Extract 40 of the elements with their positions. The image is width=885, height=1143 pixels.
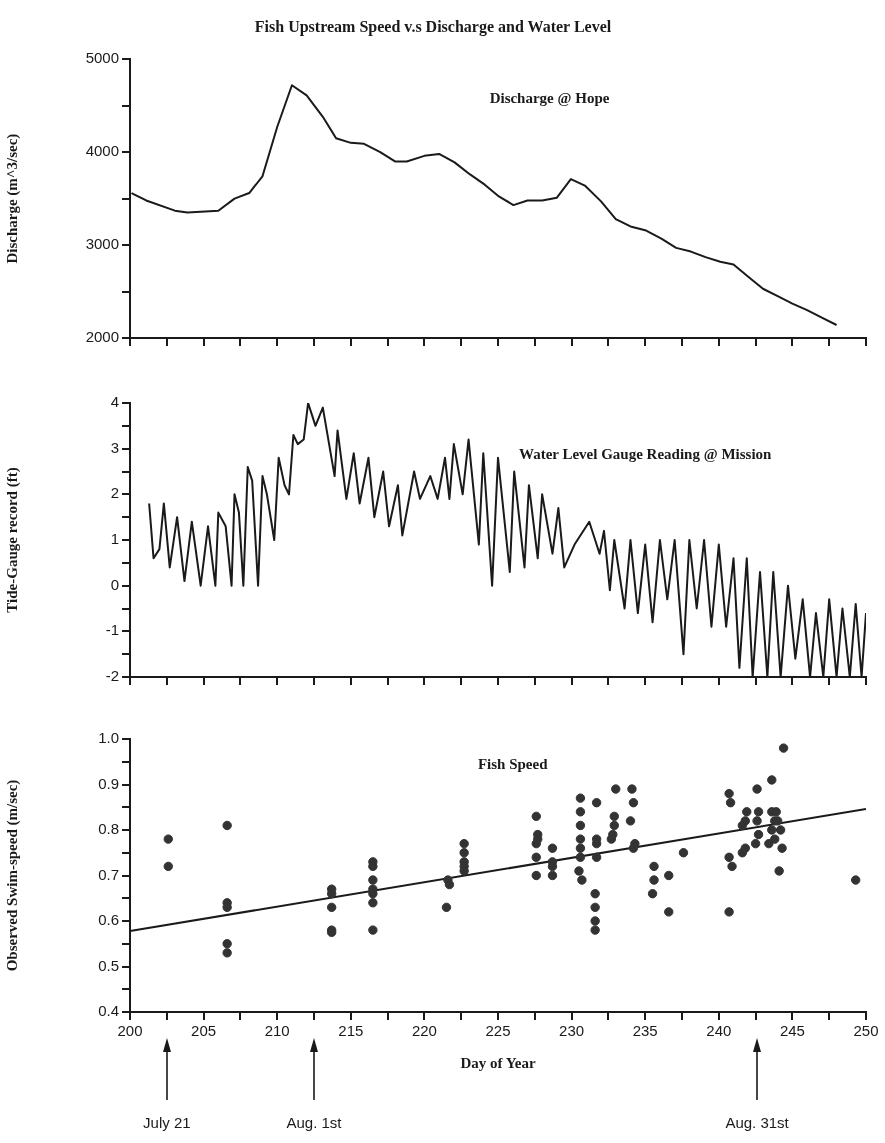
y-tick-label: 1.0 [98, 729, 119, 747]
x-tick-label: 230 [559, 1022, 585, 1040]
y-tick-label: 2 [110, 484, 119, 502]
x-tick-label: 205 [191, 1022, 217, 1040]
y-tick-label: 0.9 [98, 774, 119, 792]
text: Water Level Gauge Reading @ Mission [518, 445, 773, 462]
y-tick-label: 0.5 [98, 956, 119, 974]
text: Aug. 31st [725, 1114, 790, 1132]
text: July 21 [143, 1114, 191, 1132]
y-tick-label: 1 [110, 530, 119, 548]
x-tick-label: 250 [853, 1022, 879, 1040]
y-tick-label: 4 [110, 393, 119, 411]
text: Fish Speed [477, 755, 549, 772]
y-tick-label: 0 [110, 575, 119, 593]
y-tick-label: 4000 [85, 142, 119, 160]
y-axis-title: Observed Swim-speed (m/sec) [3, 779, 21, 972]
y-tick-label: 0.6 [98, 911, 119, 929]
x-tick-label: 200 [117, 1022, 143, 1040]
text: Discharge @ Hope [489, 90, 610, 107]
text: Aug. 1st [286, 1114, 343, 1132]
y-tick-label: -1 [105, 621, 119, 639]
x-axis-title: Day of Year [460, 1054, 536, 1071]
y-tick-label: 3000 [85, 235, 119, 253]
y-tick-label: 2000 [85, 328, 119, 346]
x-tick-label: 240 [706, 1022, 732, 1040]
y-tick-label: 0.8 [98, 820, 119, 838]
y-tick-label: 5000 [85, 49, 119, 67]
x-tick-label: 220 [411, 1022, 437, 1040]
y-axis-title: Discharge (m^3/sec) [3, 133, 21, 264]
x-tick-label: 225 [485, 1022, 511, 1040]
x-tick-label: 235 [632, 1022, 658, 1040]
y-tick-label: -2 [105, 667, 119, 685]
y-tick-label: 0.7 [98, 865, 119, 883]
x-tick-label: 210 [264, 1022, 290, 1040]
y-tick-label: 3 [110, 438, 119, 456]
x-tick-label: 245 [779, 1022, 805, 1040]
y-tick-label: 0.4 [98, 1002, 119, 1020]
x-tick-label: 215 [338, 1022, 364, 1040]
y-axis-title: Tide-Gauge record (ft) [3, 467, 21, 613]
chart-title: Fish Upstream Speed v.s Discharge and Water Level [254, 17, 612, 36]
